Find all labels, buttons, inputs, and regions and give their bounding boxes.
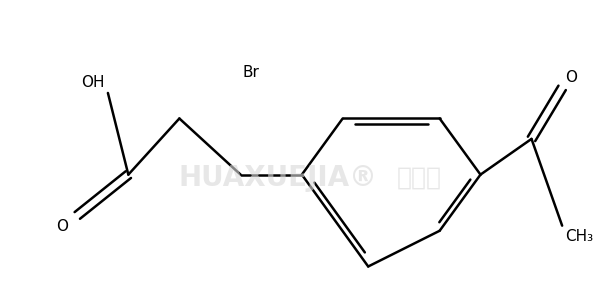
Text: O: O	[56, 219, 68, 234]
Text: CH₃: CH₃	[565, 229, 593, 244]
Text: Br: Br	[242, 65, 259, 80]
Text: 化学加: 化学加	[397, 166, 442, 190]
Text: OH: OH	[82, 75, 105, 90]
Text: O: O	[565, 70, 577, 85]
Text: HUAXUEJIA®: HUAXUEJIA®	[179, 164, 378, 192]
